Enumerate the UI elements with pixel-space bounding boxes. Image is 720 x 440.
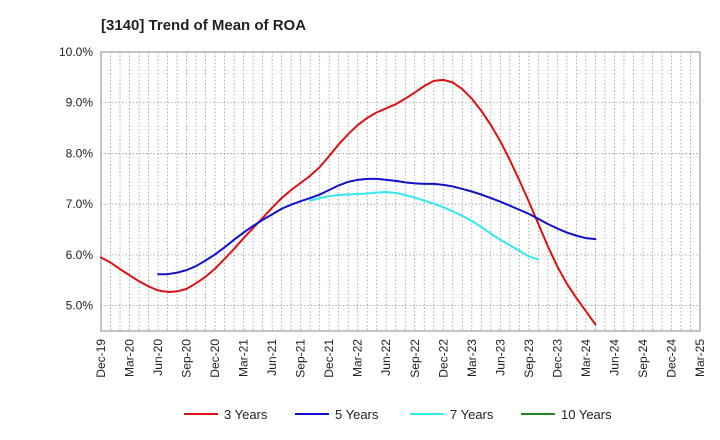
legend-label: 10 Years: [561, 407, 612, 422]
grid-lines: [101, 51, 700, 331]
series-line-7-years: [309, 191, 540, 261]
series-group: [100, 78, 597, 326]
x-tick-label: Mar-22: [351, 339, 365, 377]
x-tick-label: Jun-21: [265, 339, 279, 376]
x-tick-label: Jun-22: [379, 339, 393, 376]
x-tick-label: Sep-20: [180, 339, 194, 378]
series-line-5-years: [157, 177, 597, 276]
x-tick-label: Mar-25: [693, 339, 707, 377]
y-tick-label: 9.0%: [66, 96, 94, 110]
x-tick-label: Mar-24: [579, 339, 593, 377]
x-tick-label: Dec-19: [94, 339, 108, 378]
x-tick-label: Dec-21: [322, 339, 336, 378]
y-tick-label: 5.0%: [66, 299, 94, 313]
y-tick-label: 8.0%: [66, 146, 94, 160]
x-tick-label: Sep-24: [636, 339, 650, 378]
series-line-3-years: [100, 78, 597, 326]
y-axis: 5.0% 6.0% 7.0% 8.0% 9.0% 10.0%: [59, 45, 93, 313]
legend-label: 5 Years: [335, 407, 379, 422]
x-tick-label: Dec-24: [664, 339, 678, 378]
legend-label: 7 Years: [450, 407, 494, 422]
x-axis: Dec-19 Mar-20 Jun-20 Sep-20 Dec-20 Mar-21 Jun-…: [94, 339, 707, 378]
legend-label: 3 Years: [224, 407, 268, 422]
x-tick-label: Dec-23: [550, 339, 564, 378]
chart-title: [3140] Trend of Mean of ROA: [101, 17, 306, 34]
x-tick-label: Mar-21: [237, 339, 251, 377]
x-tick-label: Jun-24: [607, 339, 621, 376]
x-tick-label: Dec-20: [208, 339, 222, 378]
x-tick-label: Jun-23: [493, 339, 507, 376]
x-tick-label: Mar-23: [465, 339, 479, 377]
x-tick-label: Sep-21: [294, 339, 308, 378]
x-tick-label: Jun-20: [151, 339, 165, 376]
y-tick-label: 10.0%: [59, 45, 93, 59]
x-tick-label: Mar-20: [123, 339, 137, 377]
x-tick-label: Dec-22: [436, 339, 450, 378]
x-tick-label: Sep-23: [522, 339, 536, 378]
y-tick-label: 6.0%: [66, 248, 94, 262]
y-tick-label: 7.0%: [66, 197, 94, 211]
plot-area: [100, 51, 701, 332]
legend: 3 Years 5 Years 7 Years 10 Years: [184, 407, 612, 422]
x-tick-label: Sep-22: [408, 339, 422, 378]
